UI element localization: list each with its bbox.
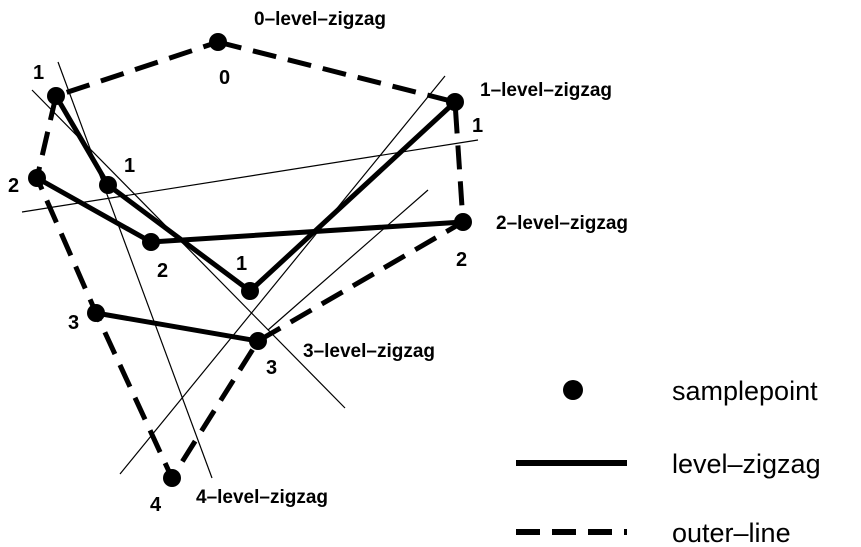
- point-labels: 0 1 1 1 1 2 2 2 3 3 4: [8, 62, 483, 516]
- thin-line: [267, 189, 429, 331]
- legend-samplepoint-marker: [563, 380, 583, 400]
- legend-samplepoint-label: samplepoint: [672, 376, 818, 406]
- label-4-level-zigzag: 4–level–zigzag: [196, 487, 328, 508]
- point-label-3b: 3: [266, 357, 277, 379]
- point-label-2b: 2: [157, 260, 168, 282]
- legend-level-zigzag-label: level–zigzag: [672, 449, 821, 479]
- thin-line: [119, 75, 446, 475]
- samplepoint-1c: [99, 176, 117, 194]
- point-label-3a: 3: [68, 312, 79, 334]
- point-label-0: 0: [219, 67, 230, 89]
- outer-line-path: [34, 39, 466, 484]
- point-label-2a: 2: [8, 175, 19, 197]
- label-0-level-zigzag: 0–level–zigzag: [254, 9, 386, 30]
- level-zigzag-3: [95, 310, 259, 344]
- legend-outer-line-label: outer–line: [672, 518, 791, 547]
- thin-line: [57, 61, 213, 479]
- point-label-2c: 2: [456, 249, 467, 271]
- sample-points: [28, 33, 472, 487]
- samplepoint-1a: [47, 87, 65, 105]
- samplepoint-3b: [249, 332, 267, 350]
- samplepoint-0: [209, 33, 227, 51]
- point-label-1a: 1: [33, 62, 44, 84]
- label-1-level-zigzag: 1–level–zigzag: [480, 80, 612, 101]
- construction-lines: [21, 61, 479, 479]
- samplepoint-2a: [28, 169, 46, 187]
- label-3-level-zigzag: 3–level–zigzag: [303, 341, 435, 362]
- point-label-1c: 1: [124, 155, 135, 177]
- samplepoint-1b: [446, 93, 464, 111]
- samplepoint-4: [163, 469, 181, 487]
- zigzag-labels: 0–level–zigzag 1–level–zigzag 2–level–zi…: [196, 9, 628, 508]
- samplepoint-2c: [454, 213, 472, 231]
- samplepoint-2b: [142, 233, 160, 251]
- point-label-1d: 1: [236, 253, 247, 275]
- samplepoint-1d: [241, 282, 259, 300]
- outer-line: [34, 39, 466, 484]
- point-label-4: 4: [150, 494, 162, 516]
- samplepoint-3a: [87, 304, 105, 322]
- label-2-level-zigzag: 2–level–zigzag: [496, 213, 628, 234]
- legend: samplepoint level–zigzag outer–line: [516, 376, 821, 547]
- point-label-1b: 1: [472, 115, 483, 137]
